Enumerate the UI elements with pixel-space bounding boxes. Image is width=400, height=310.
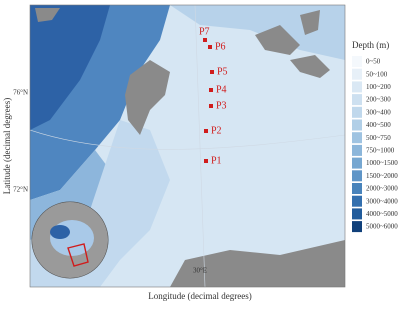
legend-title: Depth (m)	[352, 40, 389, 50]
station-label: P5	[217, 66, 228, 77]
legend-swatch	[352, 195, 362, 207]
legend-swatch	[352, 94, 362, 106]
legend-swatch	[352, 119, 362, 131]
legend-swatch	[352, 132, 362, 144]
station-label: P1	[211, 155, 222, 166]
legend-swatch	[352, 56, 362, 67]
station-marker	[210, 70, 214, 74]
legend-label: 4000~5000	[366, 210, 398, 218]
legend-swatch	[352, 170, 362, 182]
legend-label: 2000~3000	[366, 185, 398, 193]
legend-swatch	[352, 144, 362, 156]
legend-swatch	[352, 208, 362, 220]
legend-label: 200~300	[366, 96, 391, 104]
x-axis-label: Longitude (decimal degrees)	[148, 291, 251, 301]
legend-label: 300~400	[366, 108, 391, 116]
station-label: P7	[199, 26, 210, 37]
legend-label: 0~50	[366, 58, 381, 66]
station-label: P2	[211, 125, 222, 136]
station-marker	[208, 45, 212, 49]
lon-tick-label: 30°E	[193, 267, 207, 275]
station-label: P6	[215, 41, 226, 52]
station-marker	[209, 88, 213, 92]
lat-tick-label: 76°N	[13, 89, 28, 97]
legend-label: 50~100	[366, 70, 388, 78]
inset-map	[31, 201, 109, 279]
legend-swatch	[352, 221, 362, 233]
legend-label: 100~200	[366, 83, 391, 91]
station-marker	[204, 129, 208, 133]
station-label: P4	[216, 84, 227, 95]
legend-swatch	[352, 68, 362, 80]
station-marker	[204, 159, 208, 163]
legend-label: 5000~6000	[366, 223, 398, 231]
legend-label: 1000~1500	[366, 159, 398, 167]
legend-swatch	[352, 81, 362, 93]
legend-label: 3000~4000	[366, 197, 398, 205]
legend-label: 500~750	[366, 134, 391, 142]
station-marker	[203, 38, 207, 42]
legend-label: 1500~2000	[366, 172, 398, 180]
legend-label: 400~500	[366, 121, 391, 129]
station-marker	[209, 104, 213, 108]
y-axis-label: Latitude (decimal degrees)	[2, 98, 12, 194]
legend-label: 750~1000	[366, 147, 395, 155]
legend-swatch	[352, 106, 362, 118]
legend-swatch	[352, 183, 362, 194]
lat-tick-label: 72°N	[13, 186, 28, 194]
legend-swatch	[352, 157, 362, 169]
station-label: P3	[216, 100, 227, 111]
